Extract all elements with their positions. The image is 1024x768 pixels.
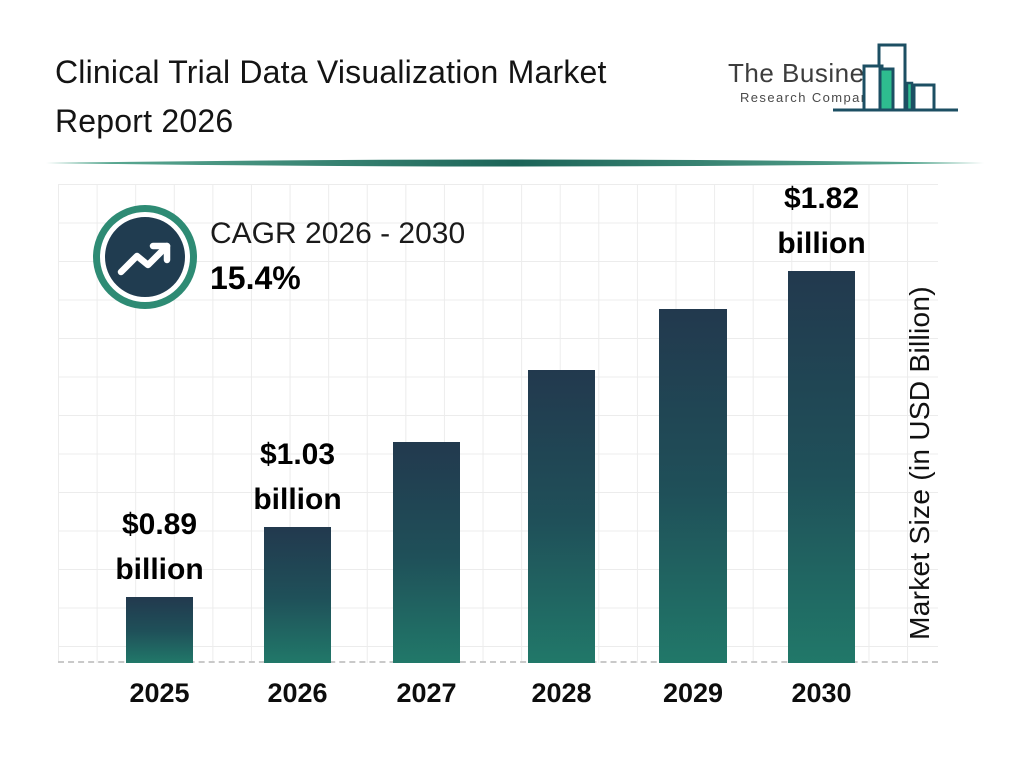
trending-up-icon xyxy=(117,242,171,276)
bar-chart-logo-icon xyxy=(833,43,958,112)
divider-line xyxy=(46,159,984,167)
y-axis-title: Market Size (in USD Billion) xyxy=(904,286,935,640)
page-title: Clinical Trial Data Visualization Market… xyxy=(55,48,735,146)
bar-2027 xyxy=(393,442,460,663)
x-axis-baseline xyxy=(58,661,938,663)
x-tick-2028: 2028 xyxy=(531,678,592,708)
company-logo: The Business Research Company xyxy=(724,36,974,126)
bar-2026 xyxy=(264,527,331,663)
value-label-2026: $1.03 billion xyxy=(253,438,342,516)
bar-2028 xyxy=(528,370,595,663)
x-tick-2030: 2030 xyxy=(791,678,852,708)
x-tick-2029: 2029 xyxy=(662,678,724,708)
page-title-line2: Report 2026 xyxy=(55,103,234,139)
bar-2029 xyxy=(659,309,727,663)
cagr-value: 15.4% xyxy=(210,260,301,296)
value-label-2030: $1.82 billion xyxy=(777,182,866,260)
cagr-badge xyxy=(100,212,190,302)
cagr-range-label: CAGR 2026 - 2030 xyxy=(210,217,466,250)
value-label-2025: $0.89 billion xyxy=(115,508,204,586)
x-tick-2027: 2027 xyxy=(396,678,457,708)
bar-2025 xyxy=(126,597,193,663)
logo-subname: Research Company xyxy=(740,90,878,105)
page-title-line1: Clinical Trial Data Visualization Market xyxy=(55,54,607,90)
x-tick-2025: 2025 xyxy=(129,678,190,708)
x-tick-2026: 2026 xyxy=(267,678,328,708)
bar-2030 xyxy=(788,271,855,663)
